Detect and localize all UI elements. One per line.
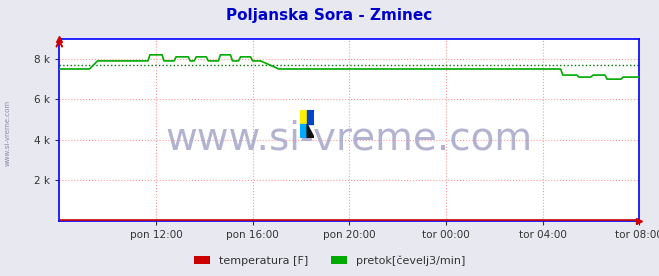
Polygon shape [307, 124, 314, 138]
Text: www.si-vreme.com: www.si-vreme.com [165, 120, 533, 158]
Bar [307, 110, 314, 124]
Legend: temperatura [F], pretok[čevelj3/min]: temperatura [F], pretok[čevelj3/min] [189, 251, 470, 270]
Text: www.si-vreme.com: www.si-vreme.com [5, 99, 11, 166]
Text: Poljanska Sora - Zminec: Poljanska Sora - Zminec [227, 8, 432, 23]
Bar [300, 124, 307, 138]
Bar [300, 110, 307, 124]
